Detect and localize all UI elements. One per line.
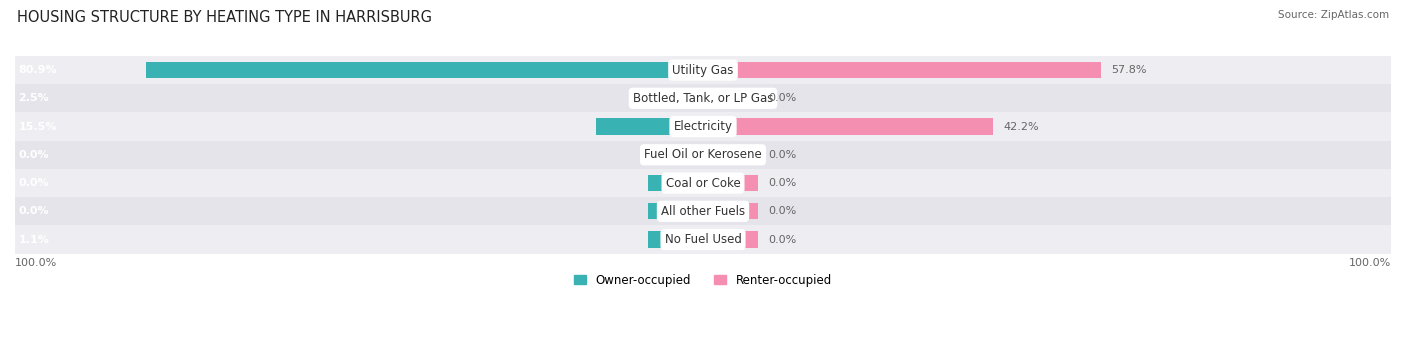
Text: 100.0%: 100.0% xyxy=(15,258,58,268)
Bar xyxy=(703,231,758,248)
Bar xyxy=(703,175,758,191)
Text: 0.0%: 0.0% xyxy=(18,206,49,216)
Text: 42.2%: 42.2% xyxy=(1004,121,1039,132)
Text: Electricity: Electricity xyxy=(673,120,733,133)
Text: All other Fuels: All other Fuels xyxy=(661,205,745,218)
Text: 100.0%: 100.0% xyxy=(1348,258,1391,268)
Text: Coal or Coke: Coal or Coke xyxy=(665,177,741,190)
Text: Utility Gas: Utility Gas xyxy=(672,63,734,76)
Text: 0.0%: 0.0% xyxy=(768,235,797,244)
Text: Bottled, Tank, or LP Gas: Bottled, Tank, or LP Gas xyxy=(633,92,773,105)
Text: Source: ZipAtlas.com: Source: ZipAtlas.com xyxy=(1278,10,1389,20)
Bar xyxy=(703,147,758,163)
Bar xyxy=(15,113,1391,141)
Bar xyxy=(596,118,703,135)
Text: 57.8%: 57.8% xyxy=(1111,65,1146,75)
Bar xyxy=(15,56,1391,84)
Text: 0.0%: 0.0% xyxy=(768,206,797,216)
Bar xyxy=(146,62,703,78)
Text: HOUSING STRUCTURE BY HEATING TYPE IN HARRISBURG: HOUSING STRUCTURE BY HEATING TYPE IN HAR… xyxy=(17,10,432,25)
Text: No Fuel Used: No Fuel Used xyxy=(665,233,741,246)
Text: 2.5%: 2.5% xyxy=(18,93,49,103)
Bar xyxy=(703,203,758,220)
Bar xyxy=(15,169,1391,197)
Bar xyxy=(15,225,1391,254)
Bar xyxy=(703,90,758,106)
Bar xyxy=(648,147,703,163)
Bar xyxy=(648,231,703,248)
Text: 1.1%: 1.1% xyxy=(18,235,49,244)
Text: 80.9%: 80.9% xyxy=(18,65,58,75)
Text: 15.5%: 15.5% xyxy=(18,121,56,132)
Text: 0.0%: 0.0% xyxy=(768,93,797,103)
Bar xyxy=(15,197,1391,225)
Bar xyxy=(15,141,1391,169)
Text: Fuel Oil or Kerosene: Fuel Oil or Kerosene xyxy=(644,148,762,161)
Legend: Owner-occupied, Renter-occupied: Owner-occupied, Renter-occupied xyxy=(569,269,837,291)
Bar xyxy=(648,203,703,220)
Text: 0.0%: 0.0% xyxy=(18,150,49,160)
Bar xyxy=(703,118,993,135)
Bar xyxy=(648,90,703,106)
Bar xyxy=(703,62,1101,78)
Text: 0.0%: 0.0% xyxy=(768,178,797,188)
Bar xyxy=(15,84,1391,113)
Text: 0.0%: 0.0% xyxy=(768,150,797,160)
Text: 0.0%: 0.0% xyxy=(18,178,49,188)
Bar xyxy=(648,175,703,191)
